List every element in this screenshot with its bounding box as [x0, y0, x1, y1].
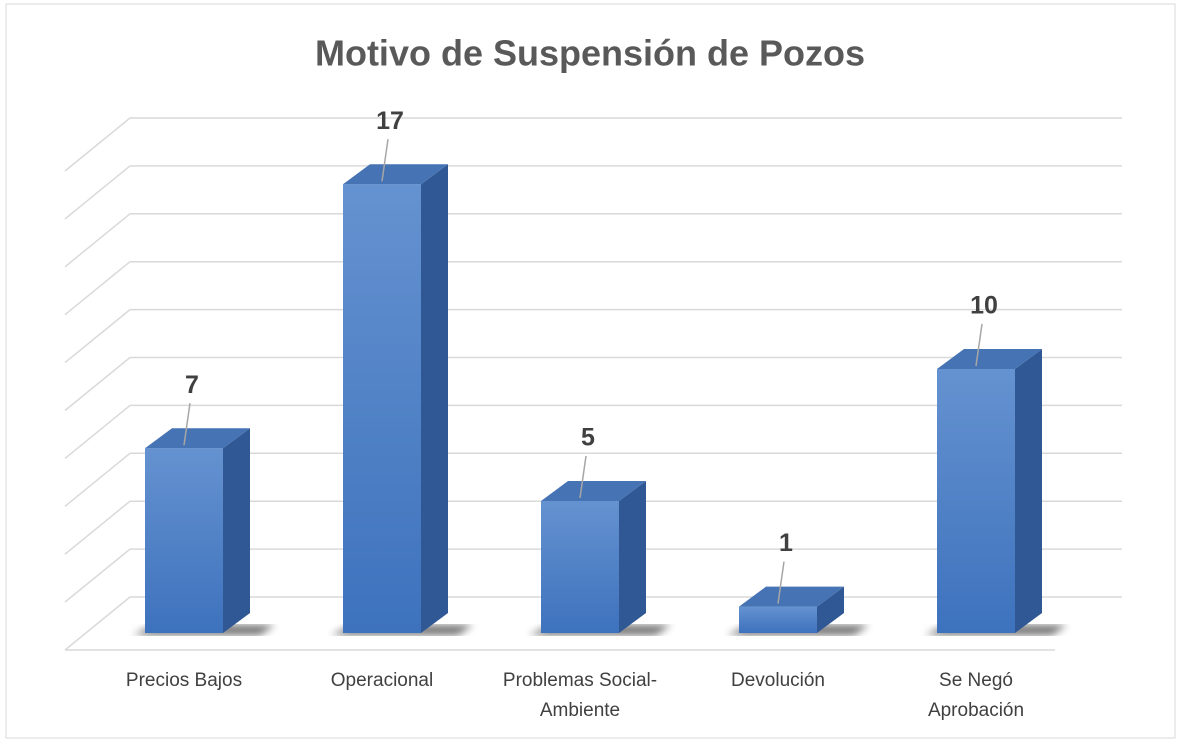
bar: [343, 184, 421, 633]
bar-top: [541, 481, 646, 501]
x-tick-label: Se Negó Aprobación: [927, 670, 1025, 721]
data-label: 1: [779, 529, 793, 557]
side-grid-line: [64, 548, 131, 603]
leader-line: [777, 561, 785, 604]
data-label: 10: [970, 292, 998, 320]
bar: [937, 369, 1015, 633]
leader-line: [579, 455, 587, 499]
bar-top: [937, 349, 1042, 369]
bar-side: [223, 428, 250, 633]
side-grid-line: [64, 117, 131, 172]
side-grid-line: [64, 500, 131, 555]
bar: [739, 606, 817, 633]
side-grid-line: [64, 404, 131, 459]
side-grid-line: [64, 165, 131, 220]
leader-line: [975, 323, 983, 367]
bar-top: [739, 586, 844, 607]
side-grid-line: [64, 261, 131, 316]
chart-title: Motivo de Suspensión de Pozos: [315, 33, 865, 74]
bar-top: [145, 428, 250, 449]
data-label: 7: [185, 371, 199, 399]
data-label: 5: [581, 424, 595, 452]
x-tick-label: Operacional: [330, 670, 434, 691]
leader-line: [381, 139, 389, 182]
x-tick-label: Problemas Social-Ambiente: [502, 670, 658, 721]
side-grid-line: [64, 452, 131, 507]
bar-side: [1015, 349, 1042, 633]
x-tick-label: Precios Bajos: [125, 670, 243, 691]
side-grid-line: [64, 213, 131, 268]
x-tick-label: Devolución: [731, 670, 825, 691]
side-grid-line: [64, 596, 131, 651]
bar-side: [421, 164, 448, 633]
bar-side: [817, 586, 844, 633]
bar-side: [619, 481, 646, 633]
leader-line: [183, 403, 191, 446]
bar: [541, 501, 619, 633]
bar-top: [343, 164, 448, 185]
bar: [145, 448, 223, 633]
side-grid-line: [64, 356, 131, 412]
side-grid-line: [64, 309, 131, 364]
data-label: 17: [376, 107, 404, 135]
